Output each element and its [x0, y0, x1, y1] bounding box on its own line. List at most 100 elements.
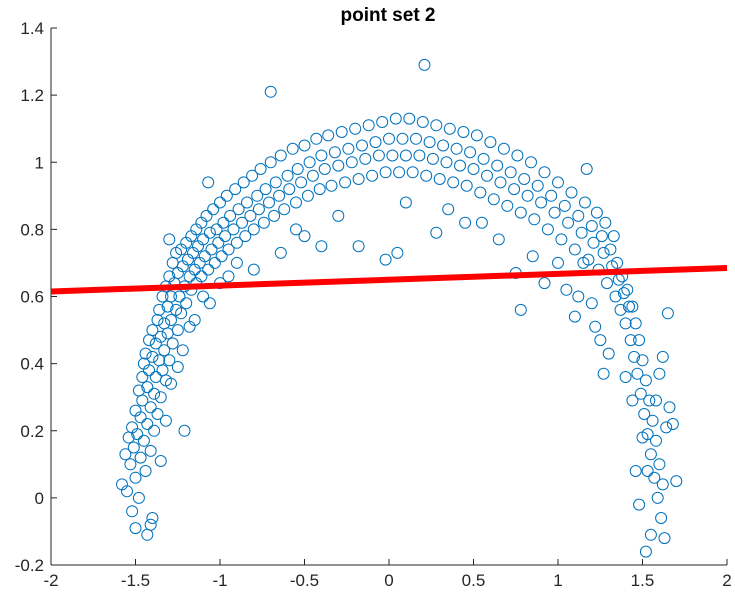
y-tick-label: 0.8: [20, 220, 44, 239]
x-tick-label: 0.5: [462, 571, 486, 590]
data-point: [526, 250, 539, 263]
data-point: [369, 136, 382, 149]
data-point: [538, 166, 551, 179]
data-point: [376, 116, 389, 128]
data-point: [281, 169, 294, 182]
data-point: [521, 189, 534, 202]
data-point: [633, 334, 646, 347]
data-point: [146, 350, 159, 363]
data-point: [203, 297, 216, 310]
data-point: [202, 176, 215, 189]
y-tick-label: 0.6: [20, 288, 44, 307]
data-point: [129, 522, 142, 535]
data-point: [207, 203, 220, 216]
data-point: [447, 176, 460, 189]
data-point: [525, 156, 537, 169]
data-point: [339, 176, 352, 189]
data-point: [119, 448, 132, 461]
data-point: [650, 394, 662, 407]
data-point: [208, 256, 221, 269]
data-point: [655, 512, 668, 524]
data-point: [166, 337, 179, 350]
data-point: [246, 169, 259, 182]
data-point: [154, 330, 167, 343]
x-tick-label: -1.5: [121, 571, 150, 590]
x-tick-label: 1: [553, 571, 562, 590]
data-point: [629, 465, 642, 477]
data-point: [595, 230, 608, 243]
data-point: [165, 314, 177, 326]
scatter-points: [116, 58, 683, 558]
data-point: [183, 320, 196, 333]
data-point: [636, 431, 649, 444]
data-point: [342, 142, 355, 155]
data-point: [159, 414, 172, 427]
data-point: [393, 166, 406, 179]
data-point: [200, 209, 213, 222]
data-point: [251, 189, 264, 202]
data-point: [494, 176, 507, 189]
data-point: [670, 475, 683, 488]
data-point: [139, 465, 152, 477]
data-point: [629, 317, 642, 330]
data-point: [332, 159, 345, 172]
data-point: [232, 203, 245, 216]
data-point: [420, 169, 433, 182]
data-point: [219, 230, 232, 243]
data-point: [459, 216, 472, 229]
data-point: [565, 186, 578, 199]
data-point: [552, 256, 564, 269]
data-point: [131, 428, 144, 441]
data-point: [146, 324, 159, 337]
data-point: [454, 159, 466, 172]
data-point: [136, 394, 149, 407]
y-tick-label: 1.4: [20, 19, 44, 38]
data-point: [621, 283, 634, 296]
data-point: [643, 394, 656, 407]
data-point: [579, 196, 591, 209]
data-point: [176, 344, 189, 357]
data-point: [487, 193, 500, 206]
data-point: [163, 233, 176, 246]
data-point: [623, 300, 635, 313]
fit-line: [50, 264, 728, 295]
data-point: [548, 206, 561, 219]
data-point: [504, 166, 517, 179]
data-point: [263, 196, 275, 209]
data-point: [646, 414, 659, 427]
data-point: [636, 354, 649, 367]
data-point: [467, 163, 480, 175]
data-point: [257, 216, 270, 229]
data-point: [442, 203, 455, 216]
data-point: [352, 240, 365, 253]
data-point: [148, 387, 161, 400]
data-point: [379, 166, 392, 179]
data-point: [144, 401, 157, 414]
y-tick-label: 0: [35, 489, 44, 508]
data-point: [644, 448, 657, 461]
data-point: [306, 169, 319, 182]
data-point: [568, 310, 581, 323]
data-point: [481, 169, 493, 182]
data-point: [464, 146, 477, 159]
data-point: [315, 240, 328, 253]
data-point: [291, 163, 304, 175]
data-point: [215, 250, 228, 263]
data-point: [391, 246, 404, 259]
data-point: [470, 129, 483, 142]
data-point: [345, 156, 358, 169]
data-point: [141, 418, 154, 430]
data-point: [572, 290, 585, 303]
data-point: [254, 163, 267, 175]
data-point: [639, 545, 652, 558]
data-point: [617, 287, 630, 300]
data-point: [491, 159, 504, 172]
data-point: [129, 471, 142, 484]
data-point: [443, 122, 456, 135]
data-point: [141, 381, 154, 394]
data-point: [310, 132, 323, 145]
data-point: [325, 179, 338, 192]
data-point: [430, 226, 443, 239]
data-point: [599, 216, 612, 229]
